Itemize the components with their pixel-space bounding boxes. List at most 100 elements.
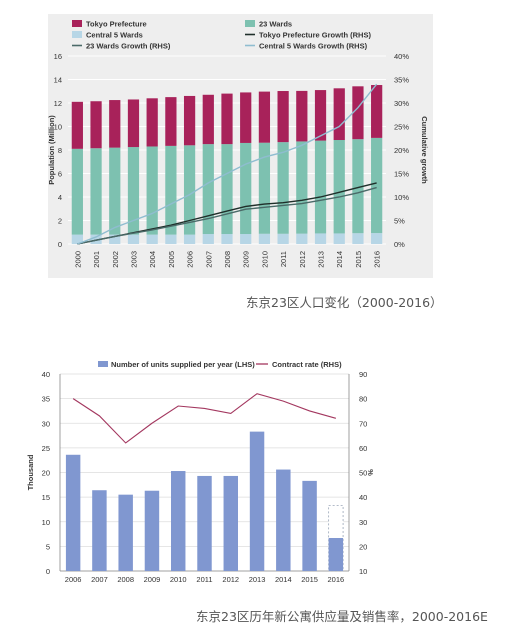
chart2-y2tick: 80 [359, 395, 367, 404]
chart1-bar-central-5-wards [277, 233, 289, 244]
chart1-bar-23-wards [352, 139, 364, 234]
chart2-y2tick: 50 [359, 469, 367, 478]
chart1-bar-central-5-wards [183, 234, 196, 244]
chart1-bar-tokyo-prefecture [221, 93, 233, 145]
chart1-bar-tokyo-prefecture [333, 88, 345, 141]
chart2-y2tick: 30 [359, 518, 367, 527]
chart2-ytick: 25 [42, 444, 50, 453]
chart2-line-contract-rate [72, 393, 337, 444]
chart1-bar-central-5-wards [296, 233, 308, 244]
chart1-bar-central-5-wards [71, 234, 83, 244]
chart1-bar-23-wards [202, 144, 214, 235]
chart2-bar-units-supplied [302, 480, 317, 571]
chart1-ytick: 16 [54, 52, 62, 61]
apartment-supply-chart: 0 5 10 15 20 25 30 35 40 10 20 30 40 50 60 70 80 90 Thousa… [26, 360, 375, 584]
chart2-bar-units-supplied [249, 431, 265, 571]
chart1-bar-tokyo-prefecture [146, 98, 158, 147]
chart2-xtick: 2009 [144, 575, 161, 584]
chart2-bar-units-supplied [118, 494, 133, 571]
chart2-xtick: 2008 [117, 575, 134, 584]
chart2-y2tick: 10 [359, 567, 367, 576]
chart1-bar-central-5-wards [352, 233, 364, 244]
chart1-legend-label: 23 Wards Growth (RHS) [86, 42, 171, 51]
chart1-xtick: 2001 [92, 251, 101, 268]
chart1-bar-23-wards [240, 142, 252, 235]
chart1-bar-23-wards [258, 142, 271, 234]
chart2-y2tick: 90 [359, 370, 367, 379]
chart2-bar-units-supplied [276, 469, 291, 571]
chart2-legend-label: Contract rate (RHS) [272, 360, 342, 369]
chart1-xtick: 2004 [148, 251, 157, 268]
chart2-caption: 东京23区历年新公寓供应量及销售率，2000-2016E [196, 609, 488, 624]
chart2-ytick: 15 [42, 493, 50, 502]
chart1-bar-23-wards [296, 141, 308, 234]
chart1-xtick: 2011 [279, 251, 288, 267]
chart1-xtick: 2006 [186, 251, 195, 268]
chart1-bar-23-wards [71, 148, 83, 235]
chart2-legend-label: Number of units supplied per year (LHS) [111, 360, 255, 369]
chart1-y2tick: 10% [394, 193, 409, 202]
chart2-bar-units-supplied [197, 475, 212, 571]
chart2-y2tick: 40 [359, 493, 367, 502]
chart1-xtick: 2013 [317, 251, 326, 268]
chart1-bar-tokyo-prefecture [352, 86, 364, 140]
chart1-bar-central-5-wards [202, 234, 214, 244]
chart2-legend-swatch [98, 361, 108, 367]
chart1-ytick: 0 [58, 240, 62, 249]
chart2-bar-units-supplied [223, 475, 238, 571]
chart1-bar-central-5-wards [146, 234, 158, 244]
chart1-bar-23-wards [90, 148, 102, 235]
chart1-bar-tokyo-prefecture [90, 101, 102, 149]
chart1-bar-central-5-wards [127, 234, 140, 244]
chart1-bar-tokyo-prefecture [314, 90, 327, 141]
chart1-ylabel: Population (Million) [47, 115, 56, 185]
chart2-y2tick: 60 [359, 444, 367, 453]
chart1-xtick: 2000 [73, 251, 82, 268]
chart1-legend-swatch [72, 20, 82, 27]
chart1-xtick: 2009 [242, 251, 251, 268]
chart1-xtick: 2016 [373, 251, 382, 268]
chart1-xtick: 2008 [223, 251, 232, 268]
chart1-y2tick: 20% [394, 146, 409, 155]
chart1-xtick: 2003 [129, 251, 138, 268]
chart1-y2tick: 25% [394, 123, 409, 132]
chart2-xtick: 2012 [222, 575, 239, 584]
chart2-ytick: 30 [42, 419, 50, 428]
chart1-xtick: 2012 [298, 251, 307, 268]
chart2-bar-units-supplied [171, 471, 186, 571]
chart1-bar-tokyo-prefecture [277, 91, 289, 143]
chart2-ytick: 20 [42, 469, 50, 478]
chart1-y2tick: 35% [394, 76, 409, 85]
chart1-y2tick: 30% [394, 99, 409, 108]
chart1-bar-tokyo-prefecture [165, 97, 177, 146]
chart1-xtick: 2014 [335, 251, 344, 268]
chart1-bar-23-wards [127, 147, 140, 235]
chart1-ytick: 4 [58, 193, 62, 202]
chart2-xtick: 2007 [91, 575, 108, 584]
chart1-bar-23-wards [314, 140, 327, 234]
chart1-bar-tokyo-prefecture [371, 85, 383, 138]
chart2-xtick: 2010 [170, 575, 187, 584]
chart1-y2tick: 15% [394, 170, 409, 179]
chart1-line-23-wards-growth-rhs- [77, 186, 377, 245]
chart1-bar-central-5-wards [333, 233, 345, 244]
chart2-ytick: 40 [42, 370, 50, 379]
chart1-bar-tokyo-prefecture [296, 90, 308, 142]
chart2-xtick: 2011 [196, 575, 212, 584]
chart1-bar-central-5-wards [371, 233, 383, 244]
chart1-legend-label: Tokyo Prefecture [86, 20, 147, 29]
population-chart: 0 2 4 6 8 10 12 14 16 0% 5% 10% 15% 20% 25% 30% 35% 40% Po… [47, 14, 433, 278]
chart1-bar-tokyo-prefecture [127, 99, 140, 148]
chart1-bar-tokyo-prefecture [71, 101, 83, 149]
chart1-bar-23-wards [183, 145, 196, 235]
chart2-bar-units-supplied [328, 538, 344, 571]
chart1-bar-23-wards [277, 142, 289, 234]
chart1-y2tick: 0% [394, 240, 405, 249]
chart1-bar-tokyo-prefecture [183, 95, 196, 146]
chart1-xtick: 2007 [204, 251, 213, 268]
chart1-bar-central-5-wards [314, 233, 327, 244]
chart1-legend-swatch [245, 20, 255, 27]
chart1-bar-23-wards [165, 145, 177, 235]
chart2-xtick: 2006 [65, 575, 82, 584]
